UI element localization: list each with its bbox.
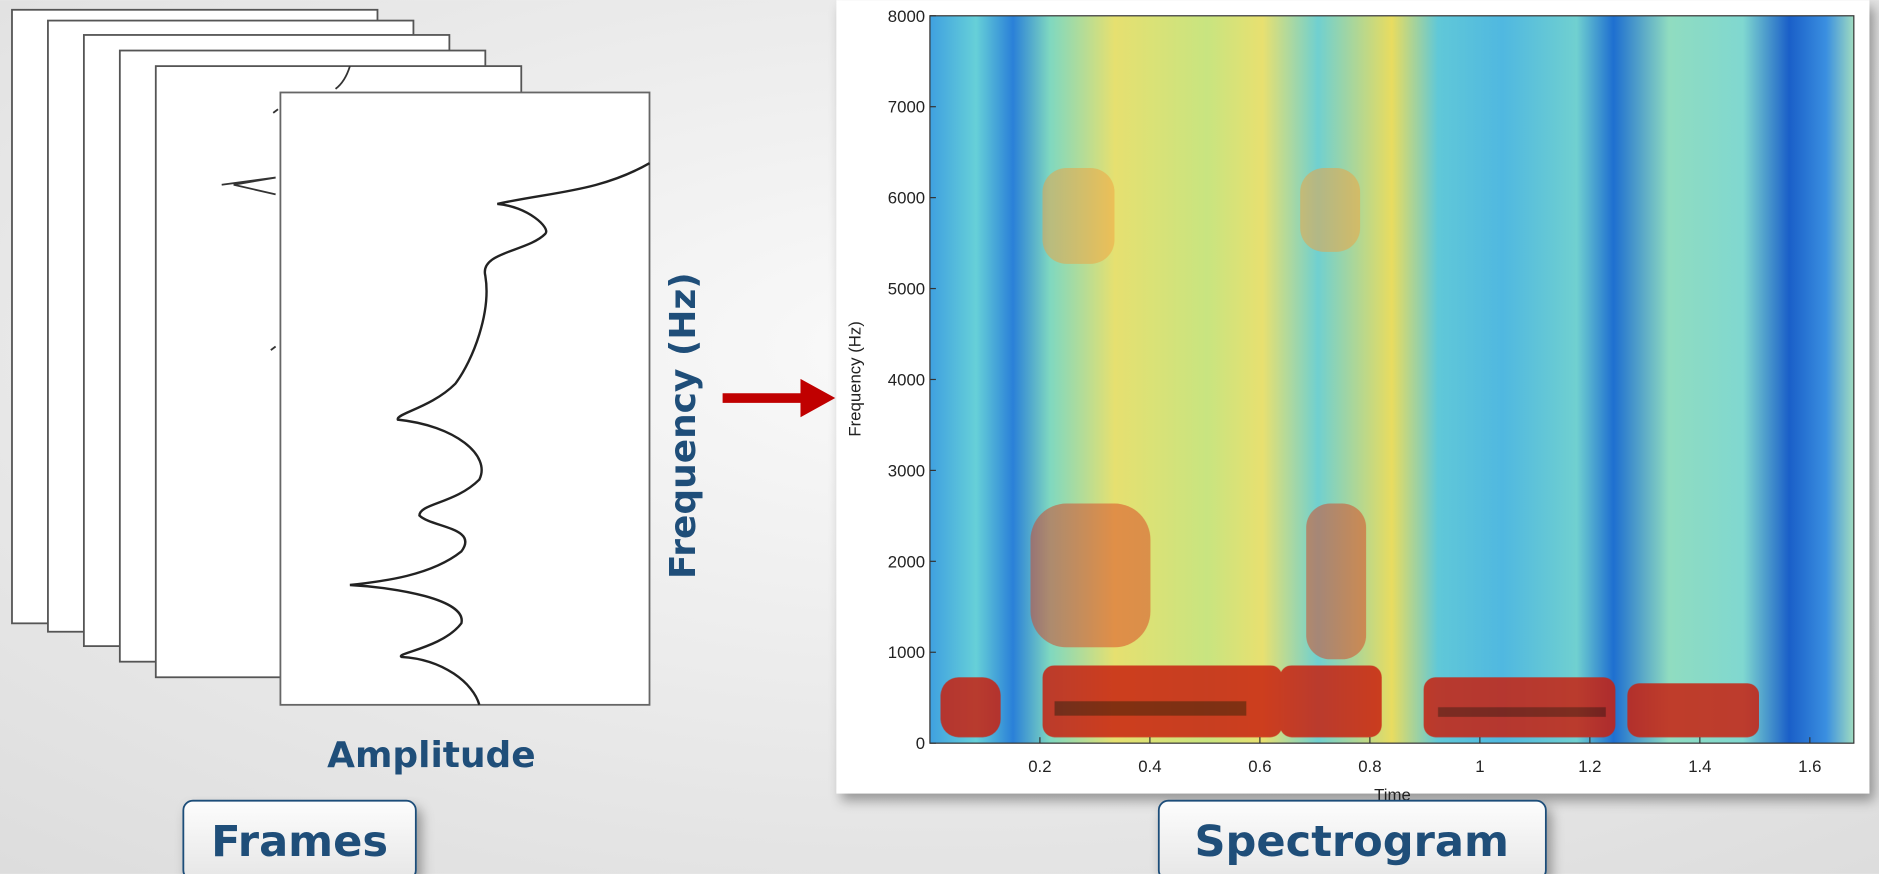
x-tick-label: 0.4 xyxy=(1138,757,1161,776)
x-tick-label: 0.6 xyxy=(1248,757,1271,776)
spectrogram-axes: 0 1000 2000 3000 4000 5000 6000 7000 8000 0.2 0.4 0… xyxy=(888,7,1822,776)
x-tick-label: 0.8 xyxy=(1358,757,1381,776)
frames-button: Frames xyxy=(182,799,417,874)
frame-stack xyxy=(11,8,651,706)
x-tick-label: 1.6 xyxy=(1798,757,1821,776)
x-tick-label: 1 xyxy=(1475,757,1484,776)
y-label: Frequency (Hz) xyxy=(663,272,704,579)
y-tick-label: 3000 xyxy=(888,461,925,480)
spectrogram-panel: 0 1000 2000 3000 4000 5000 6000 7000 8000 0.2 0.4 0… xyxy=(836,0,1870,805)
x-tick-label: 0.2 xyxy=(1028,757,1051,776)
spectrogram-texture xyxy=(940,167,1760,738)
spectrogram-y-label: Frequency (Hz) xyxy=(845,321,864,437)
x-label: Amplitude xyxy=(327,735,535,776)
x-tick-label: 1.4 xyxy=(1688,757,1711,776)
y-tick-label: 5000 xyxy=(888,280,925,299)
y-tick-label: 0 xyxy=(916,734,925,753)
spectrogram-button: Spectrogram xyxy=(1157,799,1547,874)
x-tick-label: 1.2 xyxy=(1578,757,1601,776)
y-tick-label: 4000 xyxy=(888,370,925,389)
y-tick-label: 1000 xyxy=(888,643,925,662)
y-tick-label: 2000 xyxy=(888,552,925,571)
arrow xyxy=(722,378,836,418)
y-tick-label: 6000 xyxy=(888,189,925,208)
spectrogram-caption: Spectrogram xyxy=(1195,817,1509,867)
y-tick-label: 8000 xyxy=(888,7,925,26)
y-tick-label: 7000 xyxy=(888,98,925,117)
frames-caption: Frames xyxy=(211,817,388,867)
